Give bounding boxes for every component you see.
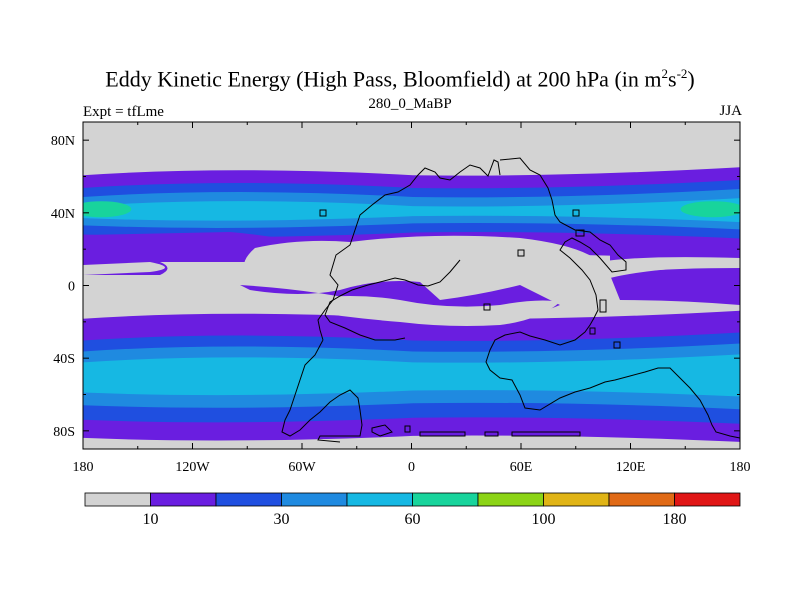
y-axis: 80N 40N 0 40S 80S [51,134,740,440]
colorbar-label: 10 [143,511,159,528]
colorbar-swatch [543,492,610,507]
x-tick-label: 0 [408,460,415,475]
colorbar-label: 180 [663,511,687,528]
contour-map [83,122,740,449]
america-outline [281,159,501,443]
africa-outline [324,259,461,341]
colorbar-swatch [84,492,151,507]
colorbar-label: 60 [405,511,421,528]
x-tick-label: 180 [73,460,94,475]
colorbar-swatch [477,492,544,507]
gray-hole-east [600,257,740,278]
experiment-label: Expt = tfLme [83,104,164,120]
x-tick-label: 60W [288,460,316,475]
antarctica-outline [371,424,581,437]
x-tick-label: 180 [730,460,751,475]
gray-hole-south [300,296,560,326]
y-tick-label: 80N [51,134,75,149]
colorbar-swatch [150,492,217,507]
east-equatorial-contour [610,268,740,305]
x-tick-label: 120W [175,460,210,475]
x-tick-label: 60E [510,460,533,475]
season-label: JJA [719,103,742,119]
gray-hole-north [243,235,601,288]
equatorial-contour-east [610,240,740,262]
contour-band [83,354,740,397]
colorbar-swatch [674,492,741,507]
colorbar-label: 30 [274,511,290,528]
chart-title: Eddy Kinetic Energy (High Pass, Bloomfie… [105,66,695,92]
y-tick-label: 40S [53,352,75,367]
island-outlines [319,209,621,349]
y-tick-label: 40N [51,207,75,222]
x-axis: 180 120W 60W 0 60E 120E 180 [73,122,751,475]
equatorial-gray-west [83,262,165,275]
y-tick-label: 0 [68,280,75,295]
colorbar-label: 100 [532,511,556,528]
run-label: 280_0_MaBP [368,96,452,112]
colorbar-swatch [608,492,675,507]
colorbar: 10 30 60 100 180 [84,492,741,528]
contour-peak [680,201,740,218]
x-tick-label: 120E [616,460,646,475]
contour-peak [83,201,132,218]
y-tick-label: 80S [53,425,75,440]
continent-outlines [281,157,740,443]
colorbar-swatch [346,492,413,507]
colorbar-swatch [215,492,282,507]
colorbar-swatch [281,492,348,507]
colorbar-swatch [412,492,479,507]
eurasia-outline [485,157,740,439]
